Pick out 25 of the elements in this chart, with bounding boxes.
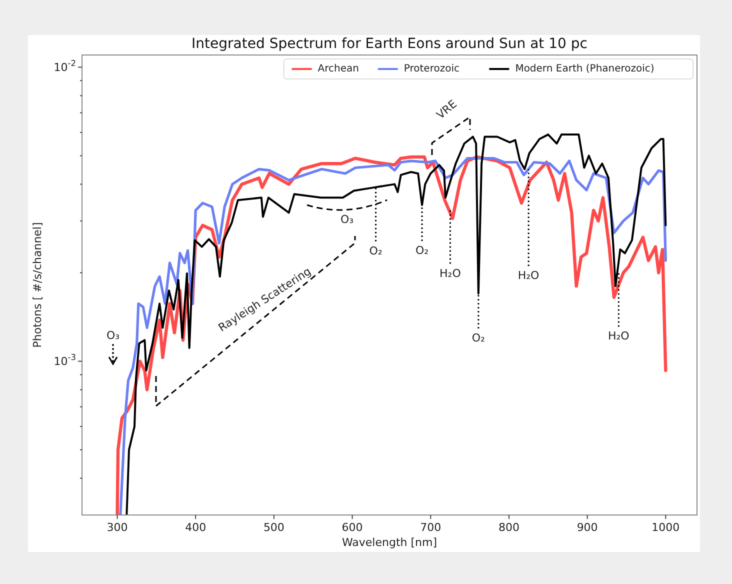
annotation: O₂ — [415, 244, 429, 257]
annotation: O₂ — [369, 244, 382, 258]
annotation: H₂O — [608, 330, 630, 343]
annotation: H₂O — [518, 269, 540, 282]
x-tick-label: 700 — [420, 521, 442, 534]
x-tick-label: 600 — [342, 521, 363, 534]
legend-label: Modern Earth (Phanerozoic) — [515, 64, 654, 75]
x-tick-label: 300 — [106, 521, 128, 534]
annotation: O₂ — [472, 331, 485, 344]
legend-label: Proterozoic — [404, 64, 460, 75]
y-tick-label: 10$^{-2}$ — [54, 58, 76, 74]
y-axis-title: Photons [ #/s/channel] — [31, 222, 44, 348]
x-tick-label: 400 — [185, 521, 206, 534]
annotation: O₃ — [106, 329, 120, 342]
x-tick-label: 1000 — [652, 521, 680, 534]
chart-title: Integrated Spectrum for Earth Eons around Sun at 10 pc — [192, 36, 588, 52]
annotation: VRE — [434, 98, 460, 122]
x-axis-title: Wavelength [nm] — [342, 536, 438, 549]
annotation: H₂O — [440, 266, 462, 280]
x-tick-label: 800 — [498, 521, 520, 534]
x-tick-label: 900 — [576, 521, 598, 534]
x-tick-label: 500 — [263, 521, 284, 534]
annotation: O₃ — [340, 213, 354, 226]
y-tick-label: 10$^{-3}$ — [54, 352, 76, 368]
legend-label: Archean — [318, 64, 359, 75]
